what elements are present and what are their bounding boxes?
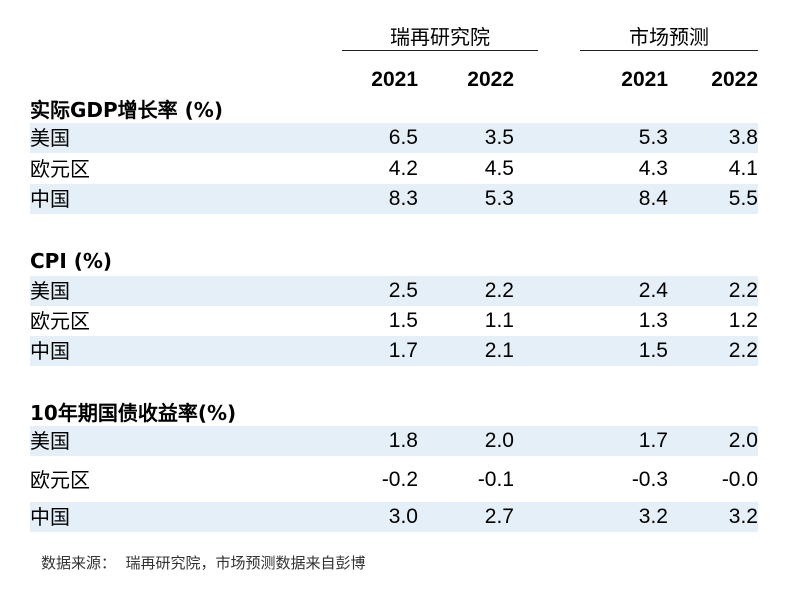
table-row: 中国 1.7 2.1 1.5 2.2: [30, 336, 758, 366]
cell-value: -0.1: [477, 468, 514, 491]
table-row: 中国 8.3 5.3 8.4 5.5: [30, 184, 758, 214]
table-row: 中国 3.0 2.7 3.2 3.2: [30, 502, 758, 532]
cell-value: 3.8: [728, 126, 758, 149]
year-header-market-2021: 2021: [621, 68, 668, 91]
cell-value: 2.2: [728, 339, 758, 362]
cell-value: 1.3: [638, 309, 668, 332]
table-row: 欧元区 -0.2 -0.1 -0.3 -0.0: [30, 465, 758, 495]
table-row: 美国 1.8 2.0 1.7 2.0: [30, 426, 758, 456]
cell-value: 3.5: [484, 126, 514, 149]
cell-value: 3.2: [638, 505, 668, 528]
row-label: 美国: [30, 429, 70, 453]
year-header-market-2022: 2022: [711, 68, 758, 91]
cell-value: 8.3: [388, 187, 418, 210]
table-row: 欧元区 4.2 4.5 4.3 4.1: [30, 154, 758, 184]
cell-value: 2.2: [728, 279, 758, 302]
section-title-gdp: 实际GDP增长率 (%): [30, 98, 223, 122]
cell-value: 1.8: [388, 429, 418, 452]
cell-value: 8.4: [638, 187, 668, 210]
source-note: 数据来源： 瑞再研究院，市场预测数据来自彭博: [41, 554, 366, 572]
row-label: 中国: [30, 339, 70, 363]
table-row: 美国 6.5 3.5 5.3 3.8: [30, 123, 758, 153]
row-label: 欧元区: [30, 468, 90, 492]
cell-value: 2.1: [484, 339, 514, 362]
cell-value: 1.7: [638, 429, 668, 452]
cell-value: -0.0: [721, 468, 758, 491]
cell-value: 5.5: [728, 187, 758, 210]
cell-value: 1.2: [728, 309, 758, 332]
year-header-ubs-2022: 2022: [467, 68, 514, 91]
cell-value: 4.1: [728, 157, 758, 180]
section-title-cpi: CPI (%): [30, 249, 113, 273]
cell-value: 3.2: [728, 505, 758, 528]
row-label: 欧元区: [30, 309, 90, 333]
row-label: 中国: [30, 187, 70, 211]
group-header-swiss-re-institute: 瑞再研究院: [342, 24, 538, 51]
cell-value: 1.5: [638, 339, 668, 362]
cell-value: 4.3: [638, 157, 668, 180]
cell-value: -0.2: [381, 468, 418, 491]
cell-value: 4.2: [388, 157, 418, 180]
table-row: 欧元区 1.5 1.1 1.3 1.2: [30, 306, 758, 336]
row-label: 美国: [30, 126, 70, 150]
table-row: 美国 2.5 2.2 2.4 2.2: [30, 276, 758, 306]
cell-value: 5.3: [638, 126, 668, 149]
cell-value: 1.7: [388, 339, 418, 362]
cell-value: 2.2: [484, 279, 514, 302]
row-label: 中国: [30, 505, 70, 529]
cell-value: 2.7: [484, 505, 514, 528]
cell-value: 2.0: [728, 429, 758, 452]
year-header-ubs-2021: 2021: [371, 68, 418, 91]
cell-value: 2.5: [388, 279, 418, 302]
cell-value: 1.1: [484, 309, 514, 332]
cell-value: -0.3: [631, 468, 668, 491]
cell-value: 4.5: [484, 157, 514, 180]
cell-value: 2.4: [638, 279, 668, 302]
cell-value: 5.3: [484, 187, 514, 210]
cell-value: 3.0: [388, 505, 418, 528]
section-title-bond-yield: 10年期国债收益率(%): [30, 401, 237, 425]
group-header-market-forecast: 市场预测: [580, 24, 758, 51]
row-label: 欧元区: [30, 157, 90, 181]
cell-value: 1.5: [388, 309, 418, 332]
row-label: 美国: [30, 279, 70, 303]
cell-value: 2.0: [484, 429, 514, 452]
cell-value: 6.5: [388, 126, 418, 149]
